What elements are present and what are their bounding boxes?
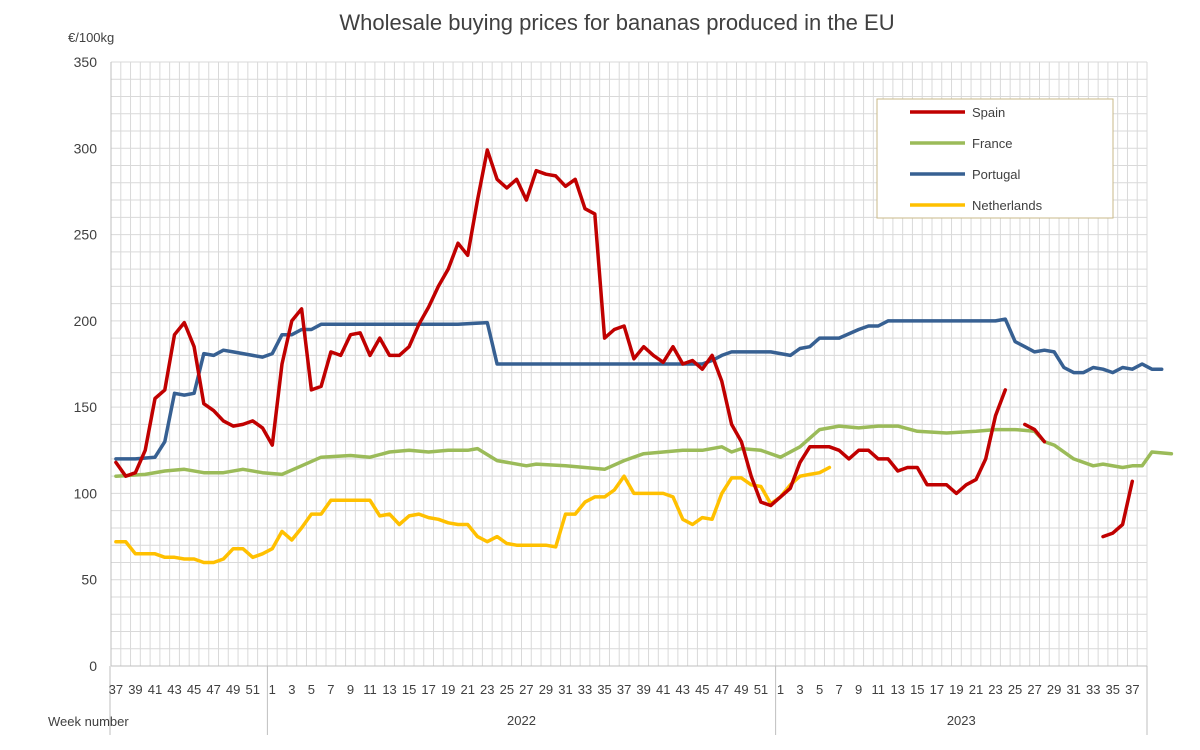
x-tick-label: 41: [148, 682, 162, 697]
chart-title: Wholesale buying prices for bananas prod…: [339, 10, 894, 35]
x-tick-label: 37: [617, 682, 631, 697]
x-tick-label: 5: [308, 682, 315, 697]
x-tick-label: 47: [715, 682, 729, 697]
x-tick-label: 29: [539, 682, 553, 697]
x-tick-label: 1: [777, 682, 784, 697]
x-tick-label: 51: [754, 682, 768, 697]
x-tick-label: 9: [855, 682, 862, 697]
legend-box: [876, 98, 1114, 219]
y-tick-label: 250: [74, 227, 98, 243]
x-tick-label: 35: [1106, 682, 1120, 697]
x-tick-label: 19: [949, 682, 963, 697]
x-tick-label: 39: [128, 682, 142, 697]
legend: Spain France Portugal Netherlands: [876, 98, 1114, 219]
x-tick-label: 37: [1125, 682, 1139, 697]
axes: [109, 62, 1148, 735]
x-tick-label: 47: [206, 682, 220, 697]
y-axis-unit-label: €/100kg: [68, 30, 114, 45]
x-tick-label: 45: [695, 682, 709, 697]
x-tick-label: 33: [578, 682, 592, 697]
x-tick-label: 33: [1086, 682, 1100, 697]
x-tick-label: 15: [910, 682, 924, 697]
x-tick-label: 25: [1008, 682, 1022, 697]
x-tick-label: 21: [969, 682, 983, 697]
x-tick-label: 31: [1066, 682, 1080, 697]
x-tick-label: 13: [382, 682, 396, 697]
year-label: 2022: [507, 713, 536, 728]
x-tick-label: 5: [816, 682, 823, 697]
legend-label-portugal: Portugal: [972, 167, 1021, 182]
x-tick-label: 41: [656, 682, 670, 697]
x-tick-label: 13: [891, 682, 905, 697]
x-tick-label: 25: [500, 682, 514, 697]
x-axis-label: Week number: [48, 714, 129, 729]
x-tick-label: 11: [363, 682, 377, 697]
y-tick-label: 150: [74, 399, 98, 415]
series-line-spain: [1101, 479, 1135, 539]
y-tick-label: 200: [74, 313, 98, 329]
x-tick-label: 27: [519, 682, 533, 697]
y-tick-labels: 0 50 100 150 200 250 300 350: [74, 54, 98, 674]
x-tick-label: 35: [597, 682, 611, 697]
legend-label-netherlands: Netherlands: [972, 198, 1043, 213]
x-tick-label: 15: [402, 682, 416, 697]
year-label: 2023: [947, 713, 976, 728]
x-tick-label: 39: [636, 682, 650, 697]
x-tick-label: 37: [109, 682, 123, 697]
x-tick-label: 23: [988, 682, 1002, 697]
x-tick-label: 3: [288, 682, 295, 697]
series-lines: [114, 148, 1174, 565]
x-tick-labels: 37 39 41 43 45 47 49 51 1 3 5 7 9 11 13 15 17 19 21 23 25 27 2…: [109, 682, 1140, 697]
x-tick-label: 49: [734, 682, 748, 697]
x-tick-label: 3: [796, 682, 803, 697]
x-tick-label: 11: [871, 682, 885, 697]
series-line-spain: [1023, 422, 1047, 444]
x-tick-label: 7: [327, 682, 334, 697]
y-tick-label: 50: [81, 572, 97, 588]
x-tick-label: 51: [245, 682, 259, 697]
y-tick-label: 0: [89, 658, 97, 674]
x-tick-label: 19: [441, 682, 455, 697]
legend-label-france: France: [972, 136, 1012, 151]
x-tick-label: 43: [167, 682, 181, 697]
x-tick-label: 45: [187, 682, 201, 697]
year-labels: 2022 2023: [507, 713, 976, 728]
x-tick-label: 7: [836, 682, 843, 697]
x-tick-label: 29: [1047, 682, 1061, 697]
x-tick-label: 21: [461, 682, 475, 697]
legend-label-spain: Spain: [972, 105, 1005, 120]
x-tick-label: 31: [558, 682, 572, 697]
x-tick-label: 9: [347, 682, 354, 697]
x-tick-label: 17: [421, 682, 435, 697]
x-tick-label: 49: [226, 682, 240, 697]
series-line-portugal: [114, 317, 1164, 461]
series-line-spain: [114, 148, 1008, 508]
x-tick-label: 23: [480, 682, 494, 697]
series-line-netherlands: [114, 465, 832, 565]
x-tick-label: 17: [930, 682, 944, 697]
x-tick-label: 43: [676, 682, 690, 697]
y-tick-label: 300: [74, 140, 98, 156]
y-tick-label: 350: [74, 54, 98, 70]
x-tick-label: 27: [1027, 682, 1041, 697]
x-tick-label: 1: [269, 682, 276, 697]
y-tick-label: 100: [74, 485, 98, 501]
